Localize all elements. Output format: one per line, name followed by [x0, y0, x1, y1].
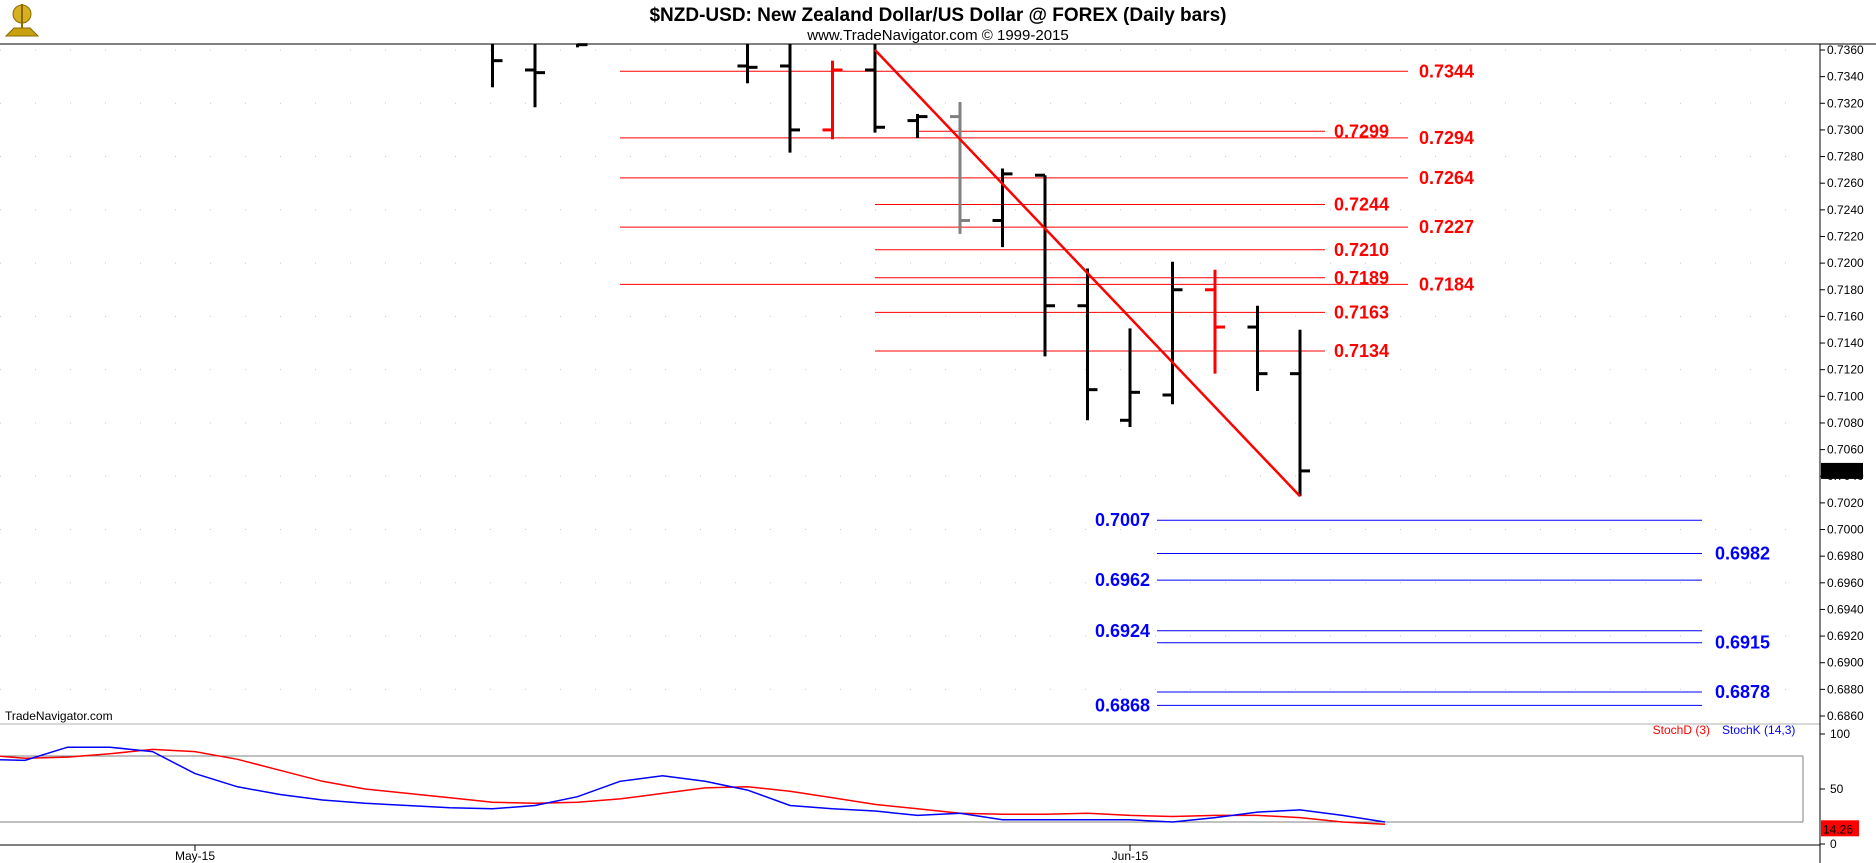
price-tick-label: 0.7300: [1827, 123, 1864, 137]
resistance-label: 0.7134: [1334, 341, 1389, 361]
price-tick-label: 0.7000: [1827, 523, 1864, 537]
resistance-label: 0.7294: [1419, 128, 1474, 148]
price-tick-label: 0.7340: [1827, 70, 1864, 84]
date-axis: May-15 Jun-15: [175, 845, 1149, 863]
date-tick-label: May-15: [175, 849, 215, 863]
stochastic-panel: 100 50 014.26 StochD (3) StochK (14,3): [0, 723, 1859, 851]
support-label: 0.6982: [1715, 543, 1770, 563]
resistance-label: 0.7344: [1419, 61, 1474, 81]
stoch-tick-label: 50: [1830, 782, 1844, 796]
price-bars: [491, 43, 1310, 497]
price-tick-label: 0.6960: [1827, 576, 1864, 590]
stoch-tick-label: 100: [1830, 727, 1850, 741]
date-tick-label: Jun-15: [1112, 849, 1149, 863]
price-tick-label: 0.7220: [1827, 229, 1864, 243]
support-label: 0.7007: [1095, 510, 1150, 530]
resistance-label: 0.7227: [1419, 217, 1474, 237]
price-tick-label: 0.7080: [1827, 416, 1864, 430]
stoch-tick-label: 0: [1830, 837, 1837, 851]
price-tick-label: 0.7100: [1827, 389, 1864, 403]
price-tick-label: 0.7240: [1827, 203, 1864, 217]
support-label: 0.6878: [1715, 682, 1770, 702]
price-tick-label: 0.6880: [1827, 682, 1864, 696]
price-tick-label: 0.6860: [1827, 709, 1864, 723]
price-tick-label: 0.7060: [1827, 443, 1864, 457]
last-price-box: [1821, 462, 1863, 479]
chart-title: $NZD-USD: New Zealand Dollar/US Dollar @…: [649, 5, 1226, 26]
stoch-last-value-label: 14.26: [1823, 822, 1853, 836]
support-label: 0.6962: [1095, 570, 1150, 590]
price-tick-label: 0.7360: [1827, 43, 1864, 57]
resistance-label: 0.7189: [1334, 268, 1389, 288]
legend-stochk: StochK (14,3): [1722, 723, 1795, 737]
stoch-series-line: [0, 748, 1386, 825]
last-price-label: 0.7044: [1823, 465, 1860, 479]
price-tick-label: 0.6980: [1827, 549, 1864, 563]
price-tick-label: 0.7160: [1827, 309, 1864, 323]
trendline: [874, 49, 1301, 498]
chart-subtitle: www.TradeNavigator.com © 1999-2015: [806, 27, 1068, 44]
logo-icon: [4, 4, 40, 37]
price-tick-label: 0.7140: [1827, 336, 1864, 350]
price-tick-label: 0.6940: [1827, 602, 1864, 616]
price-axis: 0.7360 0.7340 0.7320 0.7300 0.7280 0.7260 0.72…: [1820, 43, 1864, 723]
price-tick-label: 0.7200: [1827, 256, 1864, 270]
stoch-series-line: [0, 746, 1386, 823]
trendline-group: [874, 49, 1301, 498]
price-tick-label: 0.7280: [1827, 150, 1864, 164]
watermark: TradeNavigator.com: [5, 709, 113, 723]
stoch-last-value-box: [1821, 820, 1859, 837]
price-tick-label: 0.6920: [1827, 629, 1864, 643]
legend-stochd: StochD (3): [1653, 723, 1710, 737]
resistance-label: 0.7163: [1334, 302, 1389, 322]
resistance-label: 0.7264: [1419, 168, 1474, 188]
price-tick-label: 0.7120: [1827, 363, 1864, 377]
horizontal-levels: 0.7344 0.7299 0.7294 0.7264 0.7244 0.7227 0.72…: [620, 61, 1770, 715]
resistance-label: 0.7244: [1334, 195, 1389, 215]
resistance-label: 0.7299: [1334, 121, 1389, 141]
price-tick-label: 0.7260: [1827, 176, 1864, 190]
price-tick-label: 0.7020: [1827, 496, 1864, 510]
price-tick-label: 0.7180: [1827, 283, 1864, 297]
price-tick-label: 0.6900: [1827, 656, 1864, 670]
support-label: 0.6868: [1095, 695, 1150, 715]
resistance-label: 0.7184: [1419, 274, 1474, 294]
price-tick-label: 0.7320: [1827, 96, 1864, 110]
support-label: 0.6924: [1095, 621, 1150, 641]
resistance-label: 0.7210: [1334, 240, 1389, 260]
support-label: 0.6915: [1715, 633, 1770, 653]
